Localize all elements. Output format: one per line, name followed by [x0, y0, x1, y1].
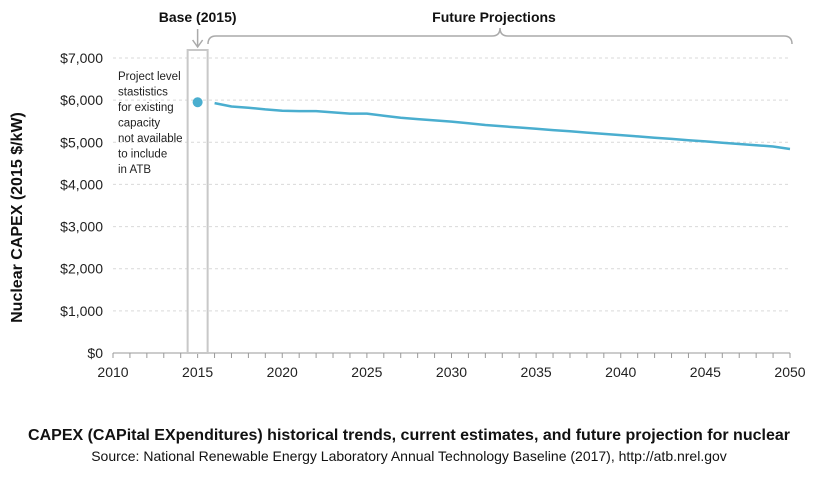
x-tick-label: 2040 — [605, 364, 636, 380]
x-axis-ticks: 2010 2015 2020 2025 2030 2035 2040 2045 2050 — [97, 353, 806, 380]
y-tick-label: $0 — [87, 345, 103, 361]
chart-caption-title: CAPEX (CAPital EXpenditures) historical … — [28, 427, 790, 444]
y-axis-label: Nuclear CAPEX (2015 $/kW) — [9, 112, 26, 323]
base-note-line: for existing — [118, 102, 174, 114]
chart-caption-source: Source: National Renewable Energy Labora… — [91, 448, 727, 464]
gridlines — [113, 57, 790, 312]
y-tick-label: $6,000 — [60, 92, 103, 108]
y-tick-label: $7,000 — [60, 50, 103, 66]
y-axis-ticks: $0 $1,000 $2,000 $3,000 $4,000 $5,000 $6,000 $7… — [60, 50, 103, 361]
y-tick-label: $1,000 — [60, 303, 103, 319]
base-note-line: stastistics — [118, 87, 168, 99]
base-label: Base (2015) — [159, 9, 237, 25]
base-note-line: to include — [118, 149, 167, 161]
x-tick-label: 2010 — [97, 364, 128, 380]
base-note-line: capacity — [118, 118, 160, 130]
x-tick-label: 2020 — [267, 364, 298, 380]
base-note-line: Project level — [118, 71, 181, 83]
x-tick-label: 2035 — [521, 364, 552, 380]
x-tick-label: 2050 — [774, 364, 805, 380]
x-tick-label: 2015 — [182, 364, 213, 380]
series-layer — [192, 97, 791, 151]
y-tick-label: $2,000 — [60, 261, 103, 277]
y-tick-label: $5,000 — [60, 134, 103, 150]
series-line — [214, 101, 791, 151]
base-arrow-head — [192, 39, 204, 49]
base-note-line: not available — [118, 133, 183, 145]
y-tick-label: $4,000 — [60, 176, 103, 192]
x-tick-label: 2045 — [690, 364, 721, 380]
x-tick-label: 2030 — [436, 364, 467, 380]
y-tick-label: $3,000 — [60, 219, 103, 235]
future-brace — [207, 27, 793, 45]
base-note-line: in ATB — [118, 164, 151, 176]
annotations: Base (2015) Future Projections Project lev… — [118, 9, 793, 354]
x-tick-label: 2025 — [351, 364, 382, 380]
data-point — [192, 97, 203, 108]
future-label: Future Projections — [432, 9, 556, 25]
base-year-box — [186, 49, 209, 354]
